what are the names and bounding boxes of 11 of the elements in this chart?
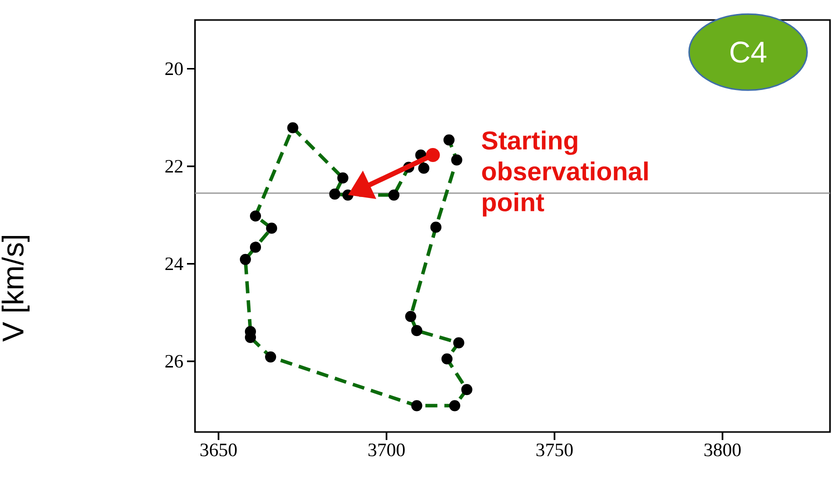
x-tick-label: 3700: [368, 444, 405, 456]
y-tick-label: 24: [165, 258, 184, 270]
x-tick-label: 3800: [704, 444, 741, 456]
annotation: Starting observational point: [482, 130, 648, 217]
y-tick-label: 22: [165, 160, 182, 173]
annotation: C4: [730, 42, 766, 63]
x-tick-label: 3650: [200, 444, 237, 456]
y-tick-label: 20: [165, 62, 183, 76]
y-tick-label: 26: [165, 354, 183, 368]
x-tick-label: 3750: [536, 444, 573, 456]
y-axis-title: V [km/s]: [2, 236, 30, 342]
